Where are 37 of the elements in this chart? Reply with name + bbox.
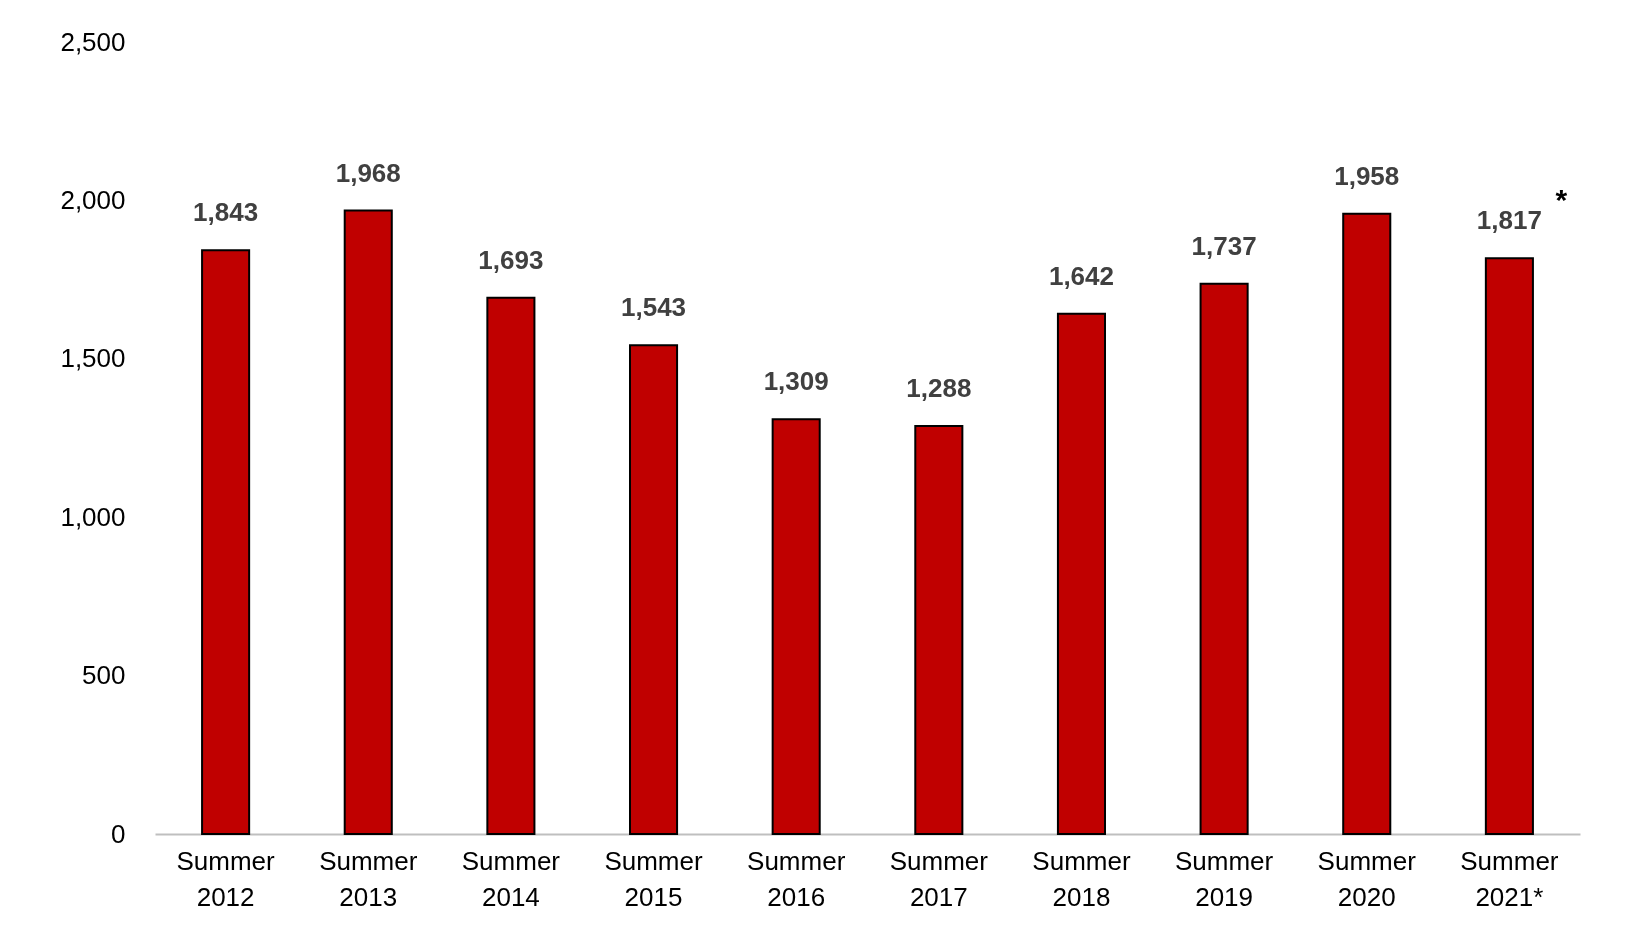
- data-label: 1,968: [335, 157, 401, 188]
- data-label: 1,693: [478, 244, 544, 275]
- data-label: 1,309: [763, 366, 829, 397]
- data-label: 1,958: [1334, 160, 1400, 191]
- data-label: 1,737: [1191, 230, 1257, 261]
- bar: [201, 249, 251, 835]
- x-tick-label: Summer 2016: [747, 845, 846, 912]
- y-tick-label: 0: [111, 818, 126, 849]
- x-tick-label: Summer 2014: [461, 845, 561, 912]
- bar: [1484, 257, 1534, 835]
- bar: [343, 209, 393, 835]
- bar: [486, 296, 536, 835]
- annotation: *: [1555, 183, 1568, 217]
- data-label: 1,843: [193, 197, 259, 228]
- x-tick-label: Summer 2018: [1032, 845, 1131, 912]
- x-tick-label: Summer 2021*: [1460, 845, 1559, 912]
- data-label: 1,288: [906, 372, 972, 403]
- bar: [1199, 282, 1249, 835]
- bar: [1342, 212, 1392, 835]
- bar: [629, 344, 679, 835]
- y-tick-label: 1,000: [60, 501, 126, 532]
- x-tick-label: Summer 2020: [1317, 845, 1417, 912]
- y-tick-label: 2,500: [60, 26, 126, 57]
- x-tick-label: Summer 2019: [1174, 845, 1274, 912]
- x-tick-label: Summer 2017: [889, 845, 989, 912]
- bar: [914, 424, 964, 835]
- data-label: 1,817: [1476, 205, 1542, 236]
- bar: [1056, 312, 1106, 835]
- y-tick-label: 2,000: [60, 184, 126, 215]
- x-tick-label: Summer 2013: [319, 845, 418, 912]
- bar: [771, 418, 821, 835]
- y-tick-label: 1,500: [60, 343, 126, 374]
- x-tick-label: Summer 2015: [604, 845, 703, 912]
- data-label: 1,543: [621, 292, 687, 323]
- data-label: 1,642: [1048, 260, 1114, 291]
- x-tick-label: Summer 2012: [176, 845, 276, 912]
- y-tick-label: 500: [82, 660, 126, 691]
